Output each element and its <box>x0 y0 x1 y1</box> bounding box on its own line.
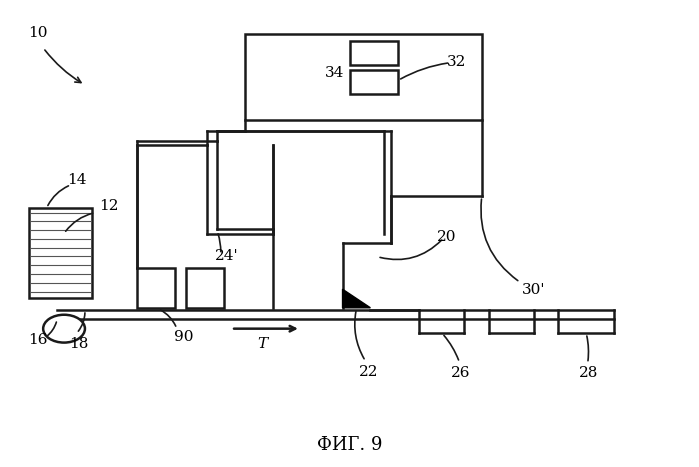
Text: 90: 90 <box>174 330 194 344</box>
Bar <box>245 34 482 120</box>
Text: 30': 30' <box>522 283 546 297</box>
Text: 18: 18 <box>69 337 88 351</box>
Bar <box>350 41 398 65</box>
Text: 24': 24' <box>215 249 239 263</box>
Text: ФИГ. 9: ФИГ. 9 <box>317 436 382 454</box>
Text: 12: 12 <box>99 198 118 212</box>
Text: 10: 10 <box>28 26 48 40</box>
Polygon shape <box>343 289 370 308</box>
Text: 28: 28 <box>579 366 598 380</box>
Text: 14: 14 <box>68 173 87 187</box>
Text: 20: 20 <box>437 230 456 244</box>
Bar <box>137 269 175 308</box>
Text: T: T <box>258 337 268 351</box>
Bar <box>350 70 398 94</box>
Text: 32: 32 <box>447 55 466 69</box>
Text: 16: 16 <box>28 333 48 347</box>
Text: 22: 22 <box>359 365 378 379</box>
Bar <box>186 269 224 308</box>
Text: 26: 26 <box>450 366 470 380</box>
Text: 34: 34 <box>325 66 345 80</box>
Bar <box>29 208 92 298</box>
Circle shape <box>43 315 85 343</box>
